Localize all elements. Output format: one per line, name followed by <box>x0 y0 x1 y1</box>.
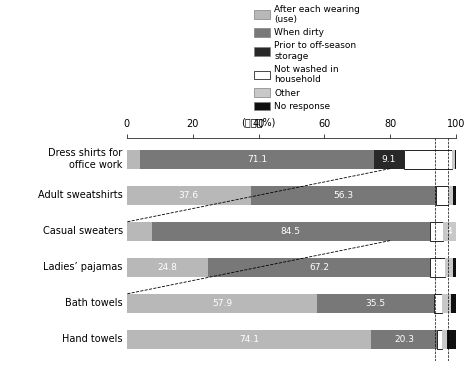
Text: 9.1: 9.1 <box>382 155 396 164</box>
Bar <box>445 258 453 277</box>
Bar <box>434 294 442 312</box>
Bar <box>371 330 438 349</box>
Bar <box>127 258 209 277</box>
Bar <box>251 186 436 205</box>
Text: 71.1: 71.1 <box>247 155 267 164</box>
Bar <box>442 294 451 312</box>
Bar <box>430 222 443 241</box>
Text: 4: 4 <box>446 227 452 236</box>
Text: (単位：%): (単位：%) <box>241 117 276 127</box>
Bar <box>127 330 371 349</box>
Bar <box>443 222 456 241</box>
Bar <box>430 258 445 277</box>
Text: 56.3: 56.3 <box>333 191 353 200</box>
Bar <box>127 294 317 312</box>
Bar <box>436 186 447 205</box>
Bar <box>317 294 434 312</box>
Bar <box>438 330 442 349</box>
Bar <box>374 150 404 169</box>
Bar <box>209 258 430 277</box>
Text: 14.6: 14.6 <box>418 155 438 164</box>
Text: 35.5: 35.5 <box>366 299 386 308</box>
Bar <box>447 186 453 205</box>
Text: 37.6: 37.6 <box>179 191 199 200</box>
Bar <box>454 150 456 169</box>
Text: 57.9: 57.9 <box>212 299 232 308</box>
Text: 67.2: 67.2 <box>309 263 329 272</box>
Bar <box>404 150 452 169</box>
Text: 20.3: 20.3 <box>394 335 414 344</box>
Bar <box>127 186 251 205</box>
Bar <box>152 222 430 241</box>
Bar <box>453 186 456 205</box>
Text: 4: 4 <box>433 227 439 236</box>
Bar <box>442 330 447 349</box>
Text: 24.8: 24.8 <box>158 263 178 272</box>
Bar <box>127 222 152 241</box>
Text: 74.1: 74.1 <box>239 335 259 344</box>
Text: 84.5: 84.5 <box>281 227 301 236</box>
Bar <box>452 150 454 169</box>
Bar <box>127 150 140 169</box>
Bar <box>453 258 456 277</box>
Bar <box>140 150 374 169</box>
Legend: After each wearing
(use), When dirty, Prior to off-season
storage, Not washed in: After each wearing (use), When dirty, Pr… <box>254 4 360 111</box>
Bar <box>447 330 456 349</box>
Bar <box>451 294 456 312</box>
